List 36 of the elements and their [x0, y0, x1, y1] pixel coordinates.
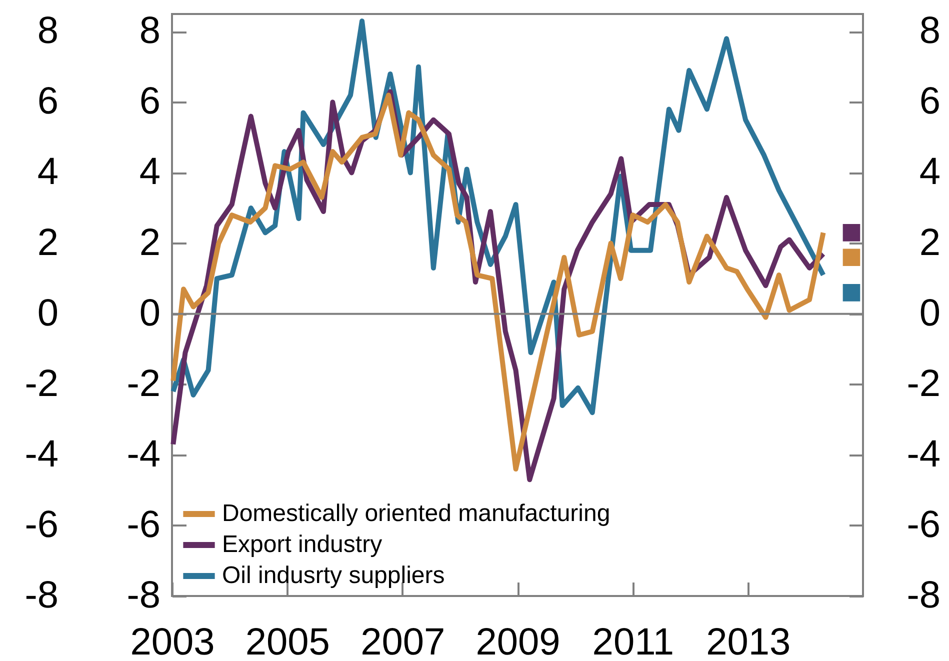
y-tick-label: 2 — [37, 222, 58, 264]
y2-tick-label: 8 — [139, 10, 160, 52]
y3-tick-label: -4 — [906, 433, 940, 476]
x-tick-label: 2013 — [706, 622, 791, 661]
y2-tick-label: -2 — [126, 362, 160, 405]
x-tick-label: 2005 — [245, 622, 330, 661]
y3-tick-label: -6 — [906, 504, 940, 546]
x-tick-label: 2003 — [130, 622, 215, 661]
y2-tick-label: -8 — [126, 574, 160, 616]
legend-label: Oil indusrty suppliers — [222, 562, 445, 589]
y3-tick-label: 4 — [919, 151, 940, 194]
y3-tick-label: -2 — [906, 362, 940, 405]
y-tick-label: 0 — [37, 292, 58, 334]
y-tick-label: 4 — [37, 151, 58, 194]
y-tick-label: -6 — [24, 504, 58, 546]
y3-tick-label: -8 — [906, 574, 940, 616]
y2-tick-label: 6 — [139, 80, 160, 123]
y2-tick-label: -4 — [126, 433, 160, 476]
x-tick-label: 2011 — [592, 622, 674, 661]
y-tick-label: -2 — [24, 362, 58, 405]
y-tick-label: 8 — [37, 10, 58, 52]
x-tick-label: 2007 — [360, 622, 446, 661]
y3-tick-label: 2 — [919, 222, 940, 264]
y-tick-label: -8 — [24, 574, 58, 616]
legend-label: Export industry — [222, 531, 382, 558]
y-tick-label: -4 — [24, 433, 58, 476]
y2-tick-label: -6 — [126, 504, 160, 546]
y2-tick-label: 4 — [139, 151, 160, 194]
y3-tick-label: 0 — [919, 292, 940, 334]
y3-tick-label: 6 — [919, 80, 940, 123]
y2-tick-label: 0 — [139, 292, 160, 334]
legend-label: Domestically oriented manufacturing — [222, 500, 610, 527]
y3-tick-label: 8 — [919, 10, 940, 52]
y2-tick-label: 2 — [139, 222, 160, 264]
x-tick-label: 2009 — [476, 622, 560, 661]
y-tick-label: 6 — [37, 80, 58, 123]
